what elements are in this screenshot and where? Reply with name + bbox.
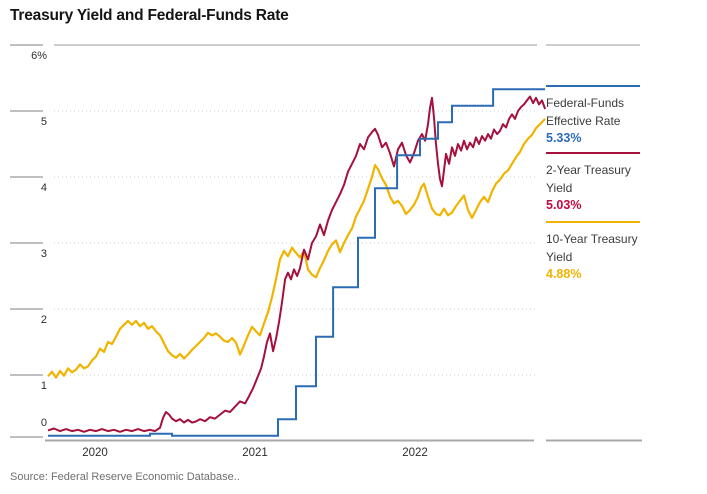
y-axis-label: 0 — [40, 417, 47, 429]
source-note: Source: Federal Reserve Economic Databas… — [10, 471, 240, 483]
legend-swatch-line — [546, 85, 640, 87]
series-line-federal-funds-effective-rate — [48, 88, 546, 437]
y-axis-label: 1 — [40, 380, 47, 392]
legend-item-label: Yield — [546, 249, 573, 264]
x-axis-label: 2022 — [402, 447, 428, 459]
y-axis-label: 4 — [40, 182, 47, 194]
legend-item-label: Effective Rate — [546, 113, 621, 128]
legend-swatch-line — [546, 221, 640, 223]
legend-item-label: Federal-Funds — [546, 96, 625, 110]
legend-swatch-line — [546, 152, 640, 154]
legend-item-label: 10-Year Treasury — [546, 232, 638, 246]
y-axis-label: 3 — [40, 248, 47, 260]
legend-item-value: 5.03% — [546, 198, 582, 212]
legend-item-label: Yield — [546, 180, 573, 195]
page-title: Treasury Yield and Federal-Funds Rate — [10, 7, 289, 24]
legend-item-label: 2-Year Treasury — [546, 163, 631, 177]
y-axis-label: 5 — [40, 116, 47, 128]
legend-item: 2-Year Treasury Yield 5.03% — [546, 152, 642, 215]
series-line-10-year-treasury-yield — [47, 118, 546, 379]
legend-item: 10-Year Treasury Yield 4.88% — [546, 221, 642, 284]
y-axis-label: 2 — [40, 314, 47, 326]
x-axis-label: 2020 — [82, 447, 108, 459]
x-axis-label: 2021 — [242, 447, 268, 459]
series-line-2-year-treasury-yield — [47, 95, 547, 433]
legend-item: Federal-Funds Effective Rate 5.33% — [546, 85, 642, 148]
legend-item-value: 4.88% — [546, 267, 582, 281]
legend-item-value: 5.33% — [546, 131, 582, 145]
y-axis-label: 6% — [31, 50, 47, 62]
